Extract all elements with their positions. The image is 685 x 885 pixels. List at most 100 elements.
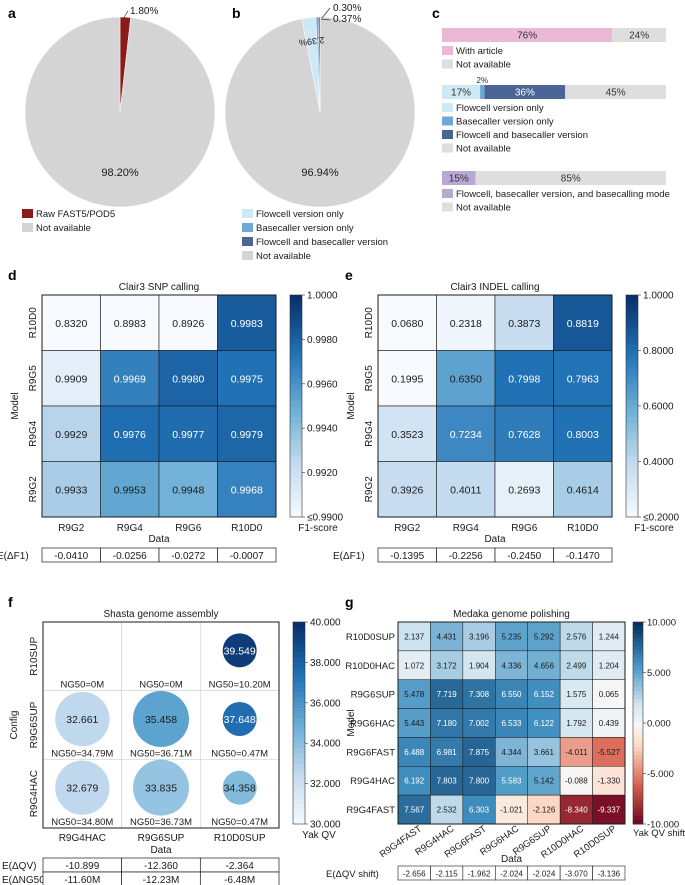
panel-d-snp-heatmap: Clair3 SNP calling 0.8320 0.8983 0.8926 0.99… xyxy=(0,282,344,563)
cell-value: 1.204 xyxy=(599,661,620,670)
heatmap-cell xyxy=(592,737,626,767)
cell-value: 2.532 xyxy=(437,806,458,815)
heatmap-cell xyxy=(100,405,160,462)
colorbar-step xyxy=(293,793,305,800)
cell-value: 5.292 xyxy=(534,632,555,641)
bubble xyxy=(133,691,189,747)
colorbar-step xyxy=(293,768,305,774)
bar-2-legend-0-swatch xyxy=(442,189,453,198)
y-tick-label: R10D0 xyxy=(28,307,39,339)
heatmap-cell xyxy=(397,737,431,767)
colorbar-step xyxy=(290,500,302,507)
slice-label-flowcell: 2.39% xyxy=(298,35,325,48)
cell-value: 7.567 xyxy=(404,806,425,815)
colorbar-step xyxy=(633,678,643,684)
colorbar-step xyxy=(633,630,643,635)
colorbar-step xyxy=(626,389,638,396)
chart-title: Medaka genome polishing xyxy=(453,609,570,620)
colorbar-step xyxy=(290,372,302,379)
colorbar-step xyxy=(290,406,302,413)
x-tick-label: R9G6 xyxy=(511,523,538,534)
colorbar-step xyxy=(633,710,643,716)
legend-item-basecaller-swatch xyxy=(242,223,253,232)
colorbar-step xyxy=(290,322,302,329)
colorbar-step xyxy=(290,444,302,451)
colorbar-step xyxy=(290,394,302,401)
colorbar-step xyxy=(293,813,305,820)
colorbar-step xyxy=(626,417,638,424)
cell-value: 4.344 xyxy=(501,748,522,757)
cell-value: 6.550 xyxy=(501,690,522,699)
cell-value: 6.981 xyxy=(437,748,458,757)
cell-value: 7.002 xyxy=(469,719,490,728)
colorbar-step xyxy=(633,819,643,825)
colorbar-tick-label: 0.9940 xyxy=(307,424,338,435)
legend-item-na-swatch xyxy=(242,251,253,260)
colorbar-step xyxy=(626,472,638,479)
cell-value: -9.337 xyxy=(597,806,620,815)
colorbar-step xyxy=(626,300,638,307)
cell-value: -2.126 xyxy=(533,806,556,815)
cell-value: 1.575 xyxy=(566,690,587,699)
heatmap-cell xyxy=(592,794,626,825)
cell-value: 1.792 xyxy=(566,719,587,728)
cell-value: 0.6350 xyxy=(450,373,482,385)
panel-letter-e: e xyxy=(345,267,353,283)
colorbar-step xyxy=(290,439,302,446)
cell-value: 6.152 xyxy=(534,690,555,699)
summary-label: E(ΔQV shift) xyxy=(326,869,379,880)
cell-value: -1.330 xyxy=(597,777,620,786)
colorbar-step xyxy=(626,306,638,313)
summary-value: -3.136 xyxy=(597,870,620,879)
cell-value: 0.7963 xyxy=(567,373,599,385)
colorbar-tick-label: ≤0.9900 xyxy=(307,513,344,524)
colorbar-step xyxy=(633,626,643,631)
colorbar-step xyxy=(290,417,302,424)
bar-0-label-1: 24% xyxy=(629,31,649,42)
y-axis-label: Model xyxy=(346,709,357,736)
panel-b-pie-chart: 96.94% 2.39% 0.30%0.37% Flowcell version on… xyxy=(224,3,416,262)
cell-value: 6.533 xyxy=(501,719,522,728)
summary-value: -1.962 xyxy=(468,870,491,879)
colorbar-step xyxy=(626,372,638,379)
heatmap-frame xyxy=(397,621,626,825)
colorbar-step xyxy=(290,356,302,363)
cell-value: 0.7234 xyxy=(450,429,482,441)
colorbar-tick-label: 36.000 xyxy=(310,698,341,709)
cell-value: 0.8819 xyxy=(567,318,599,330)
colorbar-step xyxy=(633,662,643,667)
x-axis-label: Data xyxy=(150,845,172,856)
cell-value: 0.0680 xyxy=(391,318,423,330)
colorbar-step xyxy=(293,682,305,689)
colorbar-step xyxy=(633,674,643,680)
heatmap-cell xyxy=(436,461,496,518)
heatmap-cell xyxy=(397,794,431,825)
heatmap-cell xyxy=(41,350,101,407)
bubble xyxy=(133,759,189,816)
y-tick-label: R10D0 xyxy=(364,307,375,339)
cell-value: 0.9933 xyxy=(55,484,87,496)
colorbar-step xyxy=(293,697,305,704)
colorbar-step xyxy=(633,787,643,793)
colorbar-step xyxy=(293,753,305,759)
colorbar-step xyxy=(633,779,643,785)
cell-value: 0.8003 xyxy=(567,429,599,441)
cell-value: 0.3523 xyxy=(391,429,423,441)
grid-cell xyxy=(42,621,122,691)
colorbar-step xyxy=(633,783,643,789)
bar-1-segment-2 xyxy=(484,85,566,99)
heatmap-cell xyxy=(217,405,277,462)
colorbar-step xyxy=(633,767,643,772)
cell-value: 0.9948 xyxy=(172,484,204,496)
colorbar-tick-label: 10.000 xyxy=(647,618,676,629)
colorbar-step xyxy=(293,783,305,790)
ng50-label: NG50=36.73M xyxy=(130,817,192,828)
colorbar-step xyxy=(633,791,643,797)
summary-value: -3.070 xyxy=(565,870,588,879)
colorbar-tick-label: 40.000 xyxy=(310,618,341,629)
cell-value: 7.803 xyxy=(437,777,458,786)
bar-1-legend-0-swatch xyxy=(442,103,453,112)
colorbar-step xyxy=(633,803,643,809)
cell-value: 0.9976 xyxy=(114,429,146,441)
heatmap-cell xyxy=(462,766,496,796)
